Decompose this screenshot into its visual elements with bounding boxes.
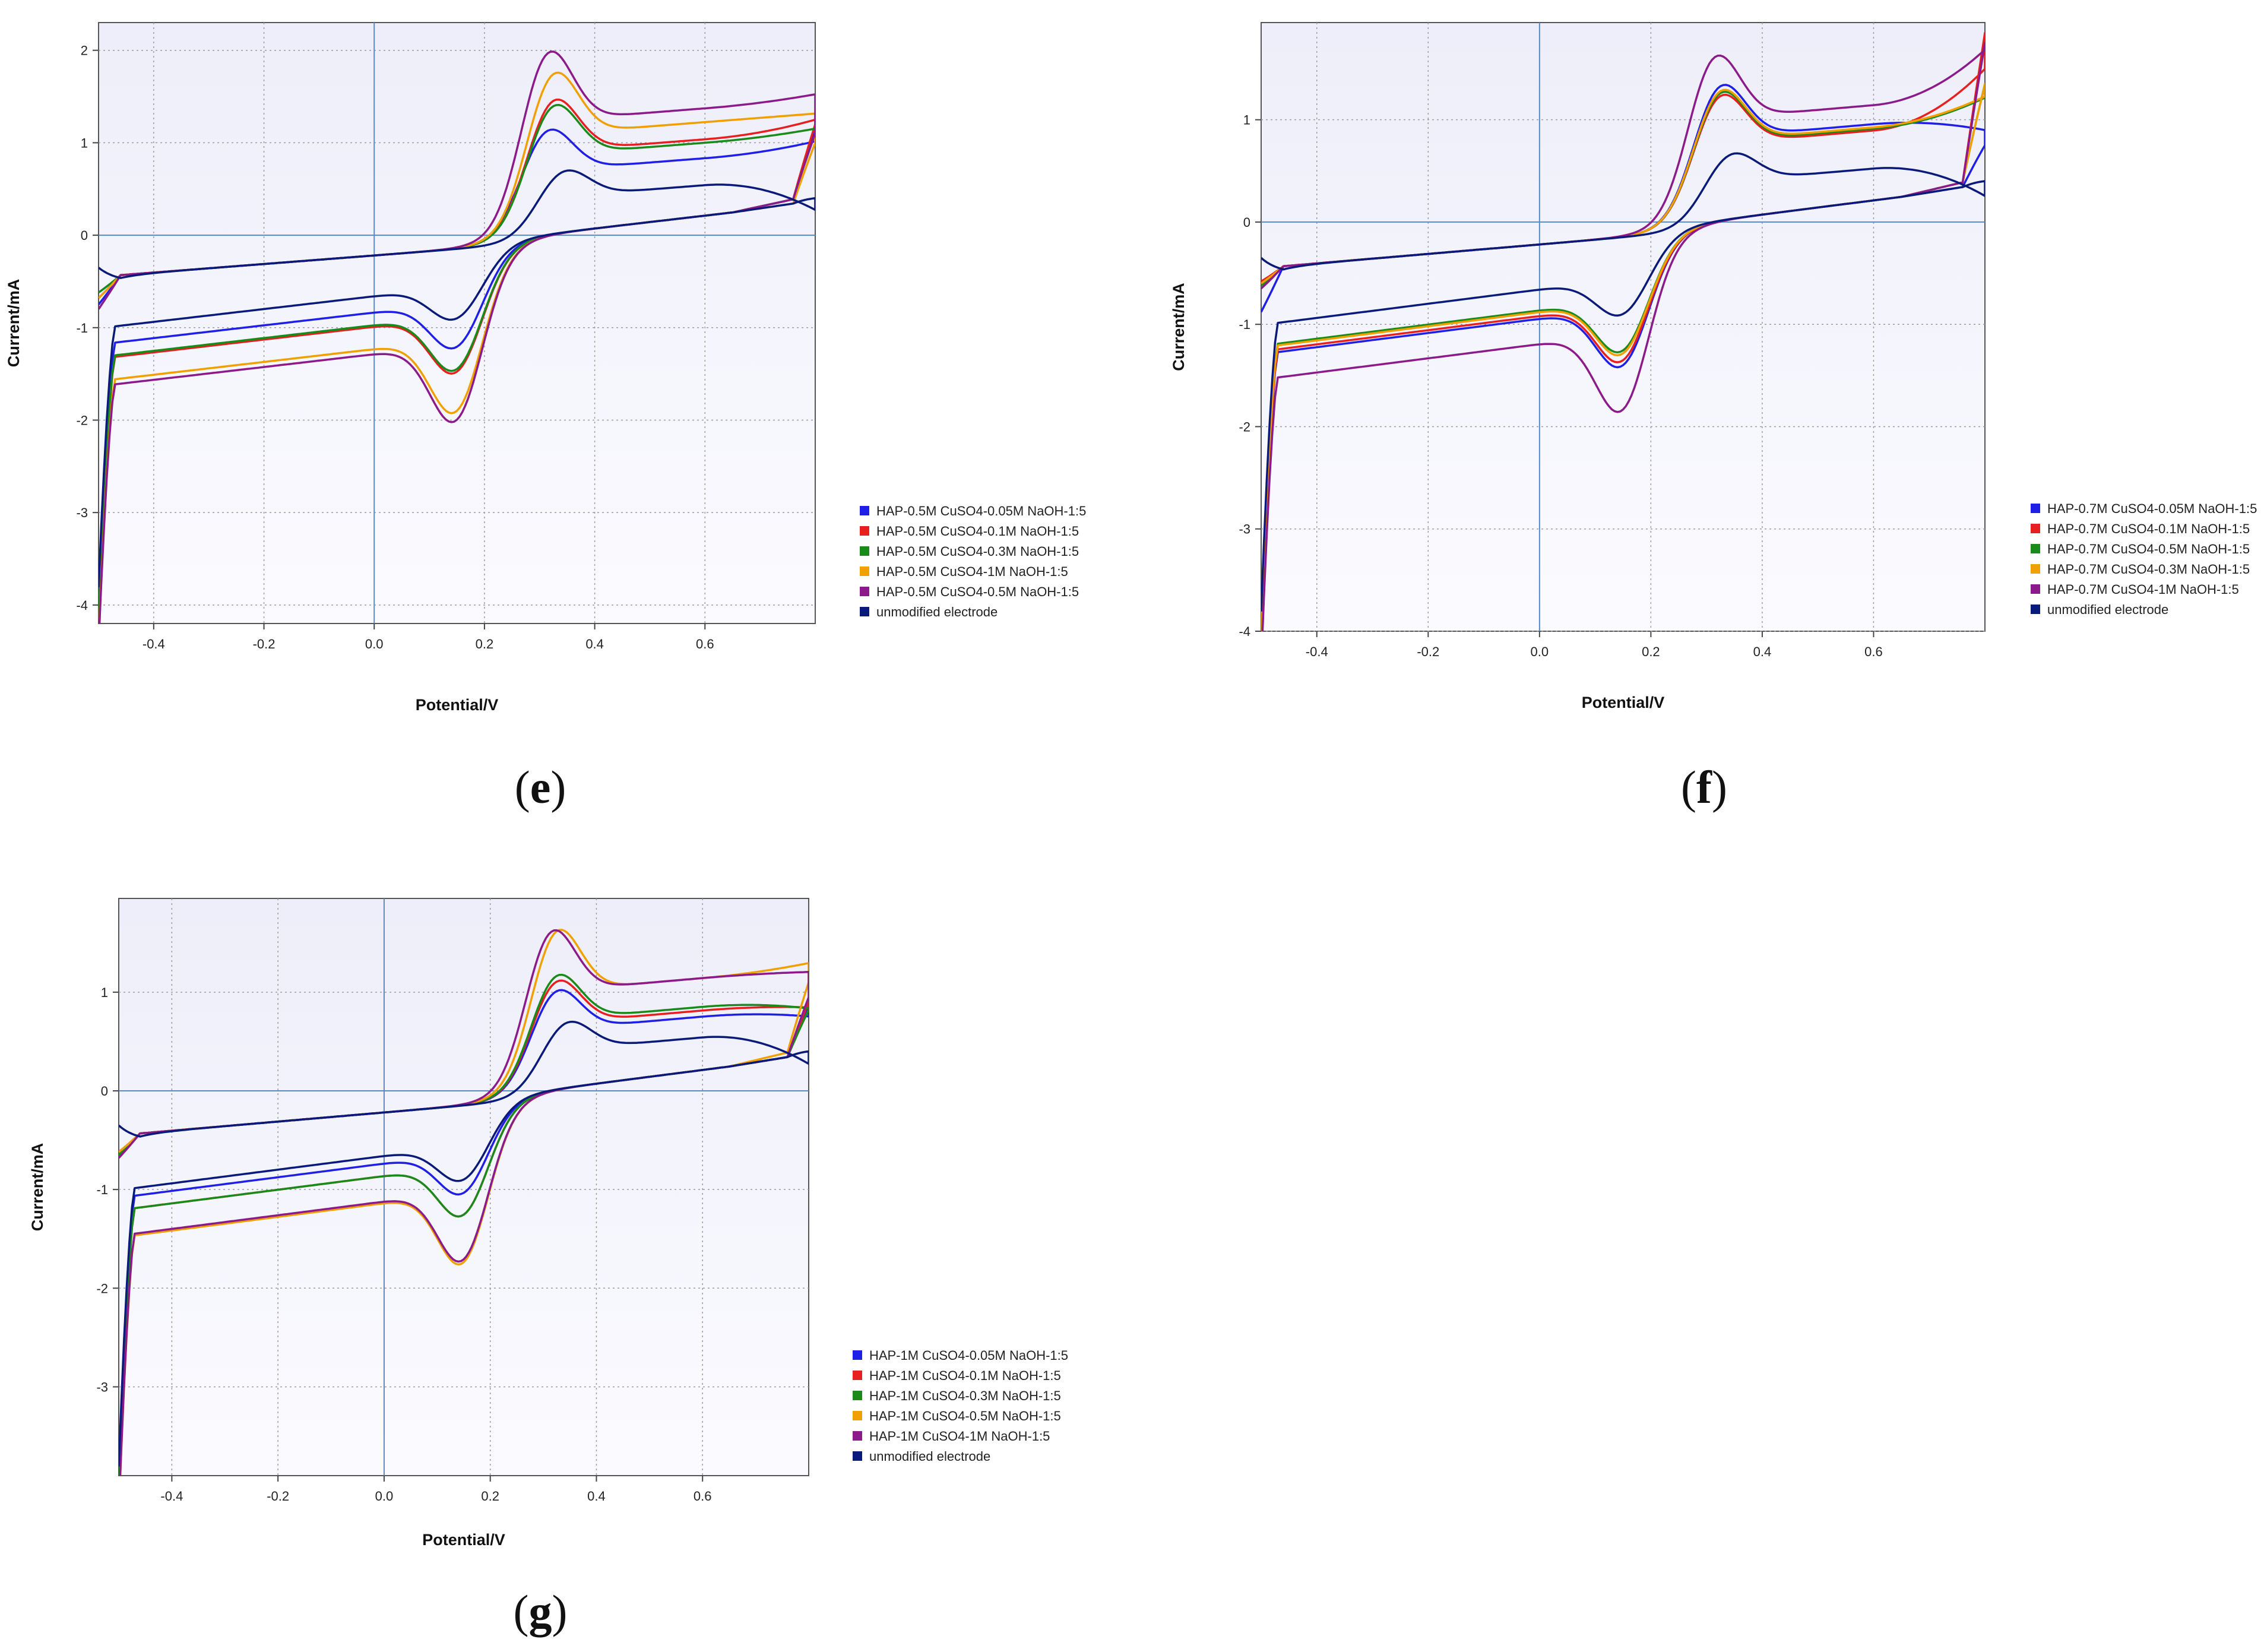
legend-label: HAP-0.7M CuSO4-0.3M NaOH-1:5 — [2047, 562, 2250, 577]
y-tick-label: -3 — [76, 505, 88, 520]
panel-label-g: (g) — [514, 1585, 568, 1637]
legend-label: HAP-0.5M CuSO4-0.3M NaOH-1:5 — [876, 544, 1079, 559]
x-tick-label: 0.4 — [1753, 644, 1772, 659]
legend-label: HAP-0.5M CuSO4-1M NaOH-1:5 — [876, 564, 1068, 579]
y-tick-label: -2 — [76, 413, 88, 428]
plot-area — [98, 22, 816, 624]
x-tick-label: 0.0 — [1531, 644, 1549, 659]
y-tick-label: 0 — [1243, 215, 1250, 230]
y-tick-label: 0 — [101, 1084, 108, 1099]
x-tick-label: -0.2 — [253, 637, 276, 651]
legend-swatch — [860, 526, 869, 536]
panel-label-e: (e) — [515, 761, 566, 813]
legend-label: HAP-0.7M CuSO4-0.05M NaOH-1:5 — [2047, 501, 2257, 516]
x-tick-label: 0.4 — [587, 1489, 606, 1504]
series-group — [99, 50, 815, 624]
legend-swatch — [2031, 605, 2040, 614]
legend-label: unmodified electrode — [2047, 602, 2168, 617]
y-tick-label: -4 — [76, 598, 88, 613]
x-tick-label: -0.2 — [267, 1489, 289, 1504]
x-tick-label: 0.2 — [1642, 644, 1660, 659]
legend: HAP-1M CuSO4-0.05M NaOH-1:5 HAP-1M CuSO4-… — [853, 1348, 1068, 1464]
legend-label: HAP-1M CuSO4-0.5M NaOH-1:5 — [869, 1409, 1061, 1423]
x-tick-label: 0.0 — [375, 1489, 394, 1504]
x-tick-label: -0.2 — [1417, 644, 1439, 659]
series-group — [1261, 31, 1985, 631]
plot-area — [118, 898, 809, 1476]
legend-swatch — [853, 1391, 862, 1400]
legend-label: HAP-0.5M CuSO4-0.5M NaOH-1:5 — [876, 584, 1079, 599]
legend-swatch — [2031, 544, 2040, 553]
legend-swatch — [2031, 564, 2040, 574]
y-axis-title: Current/mA — [5, 279, 23, 368]
y-tick-label: -1 — [1239, 317, 1250, 332]
legend-swatch — [860, 506, 869, 515]
legend-label: HAP-1M CuSO4-0.3M NaOH-1:5 — [869, 1388, 1061, 1403]
x-axis-title: Potential/V — [422, 1531, 505, 1549]
series-line-6 — [99, 169, 815, 587]
x-tick-label: 0.2 — [481, 1489, 499, 1504]
x-tick-label: 0.6 — [694, 1489, 712, 1504]
series-line-6 — [119, 1020, 809, 1467]
panel-label-f: (f) — [1681, 761, 1727, 813]
x-tick-label: -0.4 — [143, 637, 165, 651]
y-axis-title: Current/mA — [29, 1143, 46, 1232]
y-tick-label: 1 — [1243, 113, 1250, 128]
y-tick-label: -2 — [1239, 419, 1250, 434]
legend-label: HAP-0.5M CuSO4-0.1M NaOH-1:5 — [876, 524, 1079, 539]
legend-label: HAP-1M CuSO4-0.05M NaOH-1:5 — [869, 1348, 1068, 1363]
legend-swatch — [853, 1411, 862, 1420]
x-axis-title: Potential/V — [1582, 694, 1665, 711]
legend-swatch — [853, 1431, 862, 1441]
y-tick-label: -2 — [96, 1281, 108, 1296]
series-line-6 — [1261, 152, 1985, 612]
y-tick-label: -3 — [1239, 522, 1250, 537]
legend-swatch — [853, 1451, 862, 1461]
x-tick-label: 0.2 — [476, 637, 494, 651]
legend-label: HAP-0.5M CuSO4-0.05M NaOH-1:5 — [876, 504, 1086, 518]
legend-swatch — [853, 1350, 862, 1360]
x-tick-label: 0.0 — [365, 637, 384, 651]
legend-label: HAP-1M CuSO4-1M NaOH-1:5 — [869, 1429, 1050, 1444]
plot-area — [1261, 22, 1986, 632]
y-tick-label: 0 — [81, 228, 88, 243]
legend-swatch — [860, 587, 869, 596]
chart-panel-g: -0.4 -0.2 0.0 0.2 0.4 0.6 -3 -2 -1 0 1 Potential/V C… — [29, 898, 1068, 1549]
legend-swatch — [853, 1371, 862, 1380]
legend-label: HAP-0.7M CuSO4-0.1M NaOH-1:5 — [2047, 521, 2250, 536]
x-tick-label: -0.4 — [160, 1489, 183, 1504]
legend-label: HAP-0.7M CuSO4-0.5M NaOH-1:5 — [2047, 542, 2250, 556]
y-tick-label: 2 — [81, 43, 88, 58]
legend-swatch — [2031, 504, 2040, 513]
legend-swatch — [860, 546, 869, 556]
legend-swatch — [860, 567, 869, 576]
y-axis-title: Current/mA — [1170, 283, 1188, 371]
x-tick-label: 0.6 — [696, 637, 714, 651]
y-tick-label: -1 — [96, 1182, 108, 1197]
y-tick-label: -4 — [1239, 624, 1250, 639]
legend-swatch — [2031, 584, 2040, 594]
legend-swatch — [2031, 524, 2040, 533]
y-tick-label: -3 — [96, 1379, 108, 1394]
legend-label: unmodified electrode — [869, 1449, 990, 1464]
y-tick-label: -1 — [76, 321, 88, 336]
legend-label: HAP-0.7M CuSO4-1M NaOH-1:5 — [2047, 582, 2239, 597]
legend-label: unmodified electrode — [876, 605, 998, 619]
x-tick-label: 0.6 — [1864, 644, 1883, 659]
y-tick-label: 1 — [81, 135, 88, 150]
legend-swatch — [860, 607, 869, 616]
legend: HAP-0.7M CuSO4-0.05M NaOH-1:5 HAP-0.7M Cu… — [2031, 501, 2257, 617]
x-axis-title: Potential/V — [416, 696, 499, 714]
chart-panel-f: -0.4 -0.2 0.0 0.2 0.4 0.6 -4 -3 -2 -1 0 1 Potential/… — [1170, 22, 2257, 711]
x-tick-label: -0.4 — [1306, 644, 1328, 659]
chart-panel-e: -0.4 -0.2 0.0 0.2 0.4 0.6 -4 -3 -2 -1 0 1 2 Potential… — [5, 22, 1086, 714]
legend: HAP-0.5M CuSO4-0.05M NaOH-1:5 HAP-0.5M Cu… — [860, 504, 1086, 619]
x-tick-label: 0.4 — [585, 637, 604, 651]
series-group — [119, 929, 809, 1476]
y-tick-label: 1 — [101, 985, 108, 1000]
legend-label: HAP-1M CuSO4-0.1M NaOH-1:5 — [869, 1368, 1061, 1383]
